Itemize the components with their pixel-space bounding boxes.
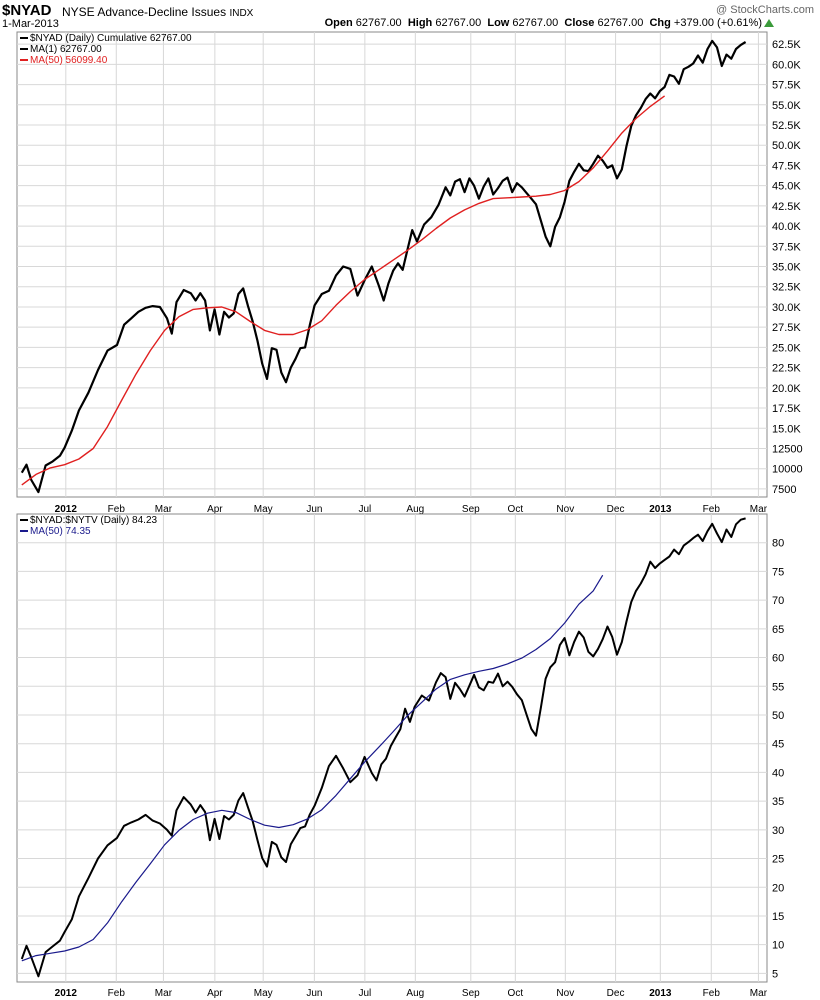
x-tick-label: 2013 bbox=[649, 504, 672, 515]
legend-entry: MA(1) 62767.00 bbox=[30, 44, 102, 55]
y-tick-label: 22.5K bbox=[772, 363, 801, 375]
symbol-title: $NYAD bbox=[2, 2, 52, 19]
x-tick-label: Jul bbox=[358, 504, 371, 515]
y-tick-label: 25 bbox=[772, 854, 784, 866]
x-tick-label: Aug bbox=[406, 988, 424, 999]
y-tick-label: 25.0K bbox=[772, 342, 801, 354]
x-tick-label: Dec bbox=[607, 504, 625, 515]
y-tick-label: 7500 bbox=[772, 484, 796, 496]
y-tick-label: 32.5K bbox=[772, 282, 801, 294]
low-label: Low bbox=[487, 17, 510, 29]
y-tick-label: 62.5K bbox=[772, 39, 801, 51]
x-tick-label: Sep bbox=[462, 988, 480, 999]
y-tick-label: 5 bbox=[772, 968, 778, 980]
series-line-ma-50- bbox=[21, 574, 604, 962]
x-tick-label: Apr bbox=[207, 504, 223, 515]
y-tick-label: 55.0K bbox=[772, 100, 801, 112]
x-tick-label: Apr bbox=[207, 988, 223, 999]
watermark: @ StockCharts.com bbox=[716, 4, 814, 16]
y-tick-label: 10000 bbox=[772, 464, 803, 476]
y-tick-label: 10 bbox=[772, 940, 784, 952]
x-tick-label: Mar bbox=[155, 988, 173, 999]
y-tick-label: 20.0K bbox=[772, 383, 801, 395]
y-tick-label: 35 bbox=[772, 796, 784, 808]
y-tick-label: 50 bbox=[772, 710, 784, 722]
legend-entry: $NYAD:$NYTV (Daily) 84.23 bbox=[30, 515, 158, 526]
x-tick-label: Jun bbox=[306, 504, 322, 515]
close-value: 62767.00 bbox=[597, 17, 644, 29]
x-tick-label: Mar bbox=[750, 504, 768, 515]
x-tick-label: 2012 bbox=[55, 504, 78, 515]
y-tick-label: 45 bbox=[772, 739, 784, 751]
y-tick-label: 80 bbox=[772, 538, 784, 550]
x-tick-label: Oct bbox=[508, 504, 524, 515]
x-tick-label: Oct bbox=[508, 988, 524, 999]
exchange-label: INDX bbox=[229, 8, 254, 19]
open-label: Open bbox=[324, 17, 353, 29]
x-tick-label: May bbox=[254, 988, 273, 999]
y-tick-label: 50.0K bbox=[772, 140, 801, 152]
chg-value: +379.00 (+0.61%) bbox=[673, 17, 762, 29]
x-tick-label: Dec bbox=[607, 988, 625, 999]
y-tick-label: 55 bbox=[772, 681, 784, 693]
ohlc-readout: Open 62767.00 High 62767.00 Low 62767.00… bbox=[325, 17, 762, 29]
plot-frame-1 bbox=[16, 31, 768, 498]
x-tick-label: 2013 bbox=[649, 988, 672, 999]
y-tick-label: 12500 bbox=[772, 443, 803, 455]
x-tick-label: Nov bbox=[556, 504, 574, 515]
y-tick-label: 17.5K bbox=[772, 403, 801, 415]
x-tick-label: Feb bbox=[108, 504, 126, 515]
chg-label: Chg bbox=[649, 17, 671, 29]
description-text: NYSE Advance-Decline Issues bbox=[62, 5, 227, 19]
x-tick-label: 2012 bbox=[55, 988, 78, 999]
high-value: 62767.00 bbox=[435, 17, 482, 29]
y-tick-label: 45.0K bbox=[772, 181, 801, 193]
y-tick-label: 75 bbox=[772, 566, 784, 578]
x-tick-label: Nov bbox=[556, 988, 574, 999]
x-tick-label: Feb bbox=[703, 504, 721, 515]
y-tick-label: 30.0K bbox=[772, 302, 801, 314]
close-label: Close bbox=[564, 17, 595, 29]
series-line--nyad bbox=[20, 39, 747, 494]
series-line-ma-50- bbox=[21, 95, 666, 486]
chart-date: 1-Mar-2013 bbox=[2, 18, 59, 30]
symbol-description: NYSE Advance-Decline Issues INDX bbox=[62, 5, 253, 19]
y-tick-label: 37.5K bbox=[772, 241, 801, 253]
up-arrow-icon bbox=[764, 19, 774, 27]
y-tick-label: 40 bbox=[772, 767, 784, 779]
y-tick-label: 57.5K bbox=[772, 80, 801, 92]
x-tick-label: Feb bbox=[703, 988, 721, 999]
x-tick-label: Mar bbox=[155, 504, 173, 515]
series-line--nyad-nytv bbox=[20, 517, 746, 978]
x-tick-label: Jun bbox=[306, 988, 322, 999]
plot-frame-2 bbox=[16, 513, 768, 983]
x-tick-label: Jul bbox=[358, 988, 371, 999]
legend-entry: MA(50) 74.35 bbox=[30, 526, 91, 537]
y-tick-label: 65 bbox=[772, 624, 784, 636]
y-tick-label: 42.5K bbox=[772, 201, 801, 213]
y-tick-label: 47.5K bbox=[772, 160, 801, 172]
x-tick-label: Sep bbox=[462, 504, 480, 515]
y-tick-label: 15.0K bbox=[772, 423, 801, 435]
y-tick-label: 20 bbox=[772, 882, 784, 894]
y-tick-label: 52.5K bbox=[772, 120, 801, 132]
y-tick-label: 30 bbox=[772, 825, 784, 837]
y-tick-label: 15 bbox=[772, 911, 784, 923]
y-tick-label: 27.5K bbox=[772, 322, 801, 334]
x-tick-label: Mar bbox=[750, 988, 768, 999]
open-value: 62767.00 bbox=[355, 17, 402, 29]
legend-entry: MA(50) 56099.40 bbox=[30, 55, 108, 66]
x-tick-label: Aug bbox=[406, 504, 424, 515]
low-value: 62767.00 bbox=[512, 17, 559, 29]
y-tick-label: 70 bbox=[772, 595, 784, 607]
x-tick-label: Feb bbox=[108, 988, 126, 999]
legend-entry: $NYAD (Daily) Cumulative 62767.00 bbox=[30, 33, 192, 44]
y-tick-label: 35.0K bbox=[772, 262, 801, 274]
high-label: High bbox=[407, 17, 433, 29]
y-tick-label: 60.0K bbox=[772, 59, 801, 71]
x-tick-label: May bbox=[254, 504, 273, 515]
y-tick-label: 40.0K bbox=[772, 221, 801, 233]
y-tick-label: 60 bbox=[772, 653, 784, 665]
